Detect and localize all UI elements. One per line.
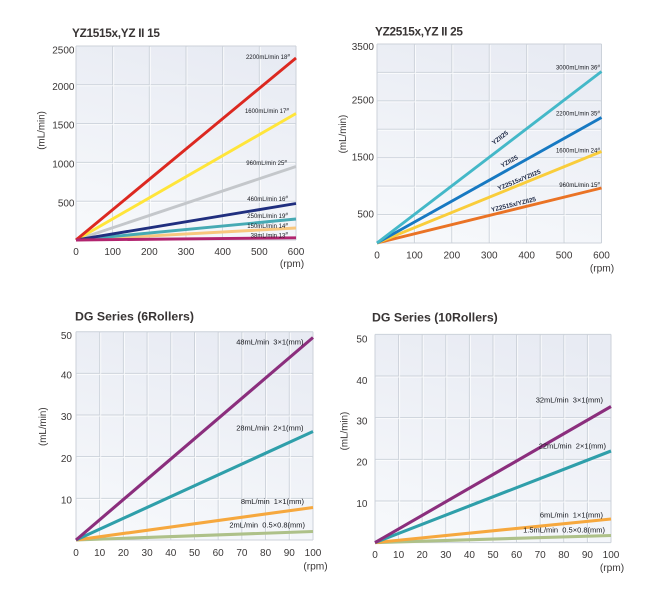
svg-text:100: 100 xyxy=(104,247,121,258)
svg-text:500: 500 xyxy=(251,247,268,258)
svg-text:3500: 3500 xyxy=(352,42,375,53)
svg-text:0: 0 xyxy=(372,550,378,561)
svg-text:20: 20 xyxy=(356,458,368,469)
svg-text:100: 100 xyxy=(603,550,620,561)
svg-text:40: 40 xyxy=(464,550,476,561)
svg-text:20: 20 xyxy=(417,550,429,561)
svg-text:48mL/min 3×1(mm): 48mL/min 3×1(mm) xyxy=(236,338,304,347)
svg-text:1.5mL/min 0.5×0.8(mm): 1.5mL/min 0.5×0.8(mm) xyxy=(523,526,605,535)
svg-text:70: 70 xyxy=(535,550,547,561)
svg-text:2000: 2000 xyxy=(52,82,75,93)
svg-text:(rpm): (rpm) xyxy=(280,259,304,270)
svg-text:100: 100 xyxy=(305,548,322,559)
svg-text:2200mL/min 18#: 2200mL/min 18# xyxy=(246,53,290,61)
svg-text:1500: 1500 xyxy=(52,121,75,132)
svg-text:10: 10 xyxy=(356,499,368,510)
svg-text:DG Series (10Rollers): DG Series (10Rollers) xyxy=(372,311,498,325)
svg-text:40: 40 xyxy=(61,370,73,381)
svg-text:90: 90 xyxy=(284,548,296,559)
svg-text:500: 500 xyxy=(556,251,573,262)
svg-text:1600mL/min 24#: 1600mL/min 24# xyxy=(556,146,600,154)
svg-text:50: 50 xyxy=(189,548,201,559)
svg-text:80: 80 xyxy=(558,550,570,561)
svg-text:400: 400 xyxy=(518,251,535,262)
svg-text:3000mL/min 36#: 3000mL/min 36# xyxy=(556,63,600,71)
svg-text:500: 500 xyxy=(58,198,75,209)
svg-text:300: 300 xyxy=(178,247,195,258)
svg-text:38mL/min 13#: 38mL/min 13# xyxy=(251,231,289,239)
svg-text:(mL/min): (mL/min) xyxy=(338,115,349,154)
svg-text:0: 0 xyxy=(374,251,380,262)
svg-text:YZ1515x,YZ II 15: YZ1515x,YZ II 15 xyxy=(72,26,160,40)
svg-text:10: 10 xyxy=(61,495,73,506)
svg-text:80: 80 xyxy=(260,548,272,559)
svg-text:20: 20 xyxy=(118,548,130,559)
svg-text:10: 10 xyxy=(393,550,405,561)
svg-text:1000: 1000 xyxy=(52,160,75,171)
svg-text:460mL/min 16#: 460mL/min 16# xyxy=(247,195,288,203)
svg-text:2500: 2500 xyxy=(52,46,75,57)
svg-text:2mL/min 0.5×0.8(mm): 2mL/min 0.5×0.8(mm) xyxy=(229,521,305,530)
svg-text:0: 0 xyxy=(73,247,79,258)
svg-text:30: 30 xyxy=(356,416,368,427)
svg-text:50: 50 xyxy=(356,335,368,346)
svg-text:40: 40 xyxy=(356,376,368,387)
svg-text:30: 30 xyxy=(440,550,452,561)
svg-text:2200mL/min 35#: 2200mL/min 35# xyxy=(556,109,600,117)
svg-text:60: 60 xyxy=(511,550,523,561)
svg-text:250mL/min 19#: 250mL/min 19# xyxy=(247,212,288,220)
svg-text:22mL/min 2×1(mm): 22mL/min 2×1(mm) xyxy=(539,442,607,451)
svg-text:(rpm): (rpm) xyxy=(590,264,614,275)
svg-text:28mL/min 2×1(mm): 28mL/min 2×1(mm) xyxy=(236,424,304,433)
svg-text:150mL/min 14#: 150mL/min 14# xyxy=(247,222,288,230)
svg-text:30: 30 xyxy=(142,548,154,559)
svg-text:600: 600 xyxy=(593,251,610,262)
svg-text:90: 90 xyxy=(582,550,594,561)
svg-text:(mL/min): (mL/min) xyxy=(38,407,49,446)
svg-text:DG Series (6Rollers): DG Series (6Rollers) xyxy=(75,309,194,323)
svg-text:70: 70 xyxy=(236,548,248,559)
svg-text:40: 40 xyxy=(165,548,177,559)
svg-text:300: 300 xyxy=(481,251,498,262)
svg-text:400: 400 xyxy=(214,247,231,258)
svg-text:8mL/min 1×1(mm): 8mL/min 1×1(mm) xyxy=(241,497,305,506)
svg-text:(rpm): (rpm) xyxy=(600,563,624,574)
svg-text:YZ2515x,YZ II 25: YZ2515x,YZ II 25 xyxy=(375,25,463,39)
svg-text:200: 200 xyxy=(141,247,158,258)
svg-text:500: 500 xyxy=(357,209,374,220)
svg-text:1600mL/min 17#: 1600mL/min 17# xyxy=(245,107,289,115)
svg-text:(rpm): (rpm) xyxy=(303,562,327,573)
svg-text:960mL/min 25#: 960mL/min 25# xyxy=(246,159,287,167)
svg-text:200: 200 xyxy=(443,251,460,262)
svg-text:60: 60 xyxy=(213,548,225,559)
svg-text:(mL/min): (mL/min) xyxy=(37,111,48,150)
svg-text:100: 100 xyxy=(406,251,423,262)
svg-text:10: 10 xyxy=(94,548,106,559)
svg-text:0: 0 xyxy=(73,548,79,559)
svg-text:(mL/min): (mL/min) xyxy=(340,412,351,451)
svg-text:50: 50 xyxy=(61,331,73,342)
svg-text:20: 20 xyxy=(61,454,73,465)
svg-text:2500: 2500 xyxy=(352,96,375,107)
svg-text:50: 50 xyxy=(487,550,499,561)
svg-text:1500: 1500 xyxy=(352,153,375,164)
svg-text:600: 600 xyxy=(288,247,305,258)
svg-text:960mL/min 15#: 960mL/min 15# xyxy=(559,181,600,189)
svg-text:32mL/min 3×1(mm): 32mL/min 3×1(mm) xyxy=(536,396,604,405)
svg-text:30: 30 xyxy=(61,412,73,423)
svg-text:6mL/min 1×1(mm): 6mL/min 1×1(mm) xyxy=(540,511,604,520)
